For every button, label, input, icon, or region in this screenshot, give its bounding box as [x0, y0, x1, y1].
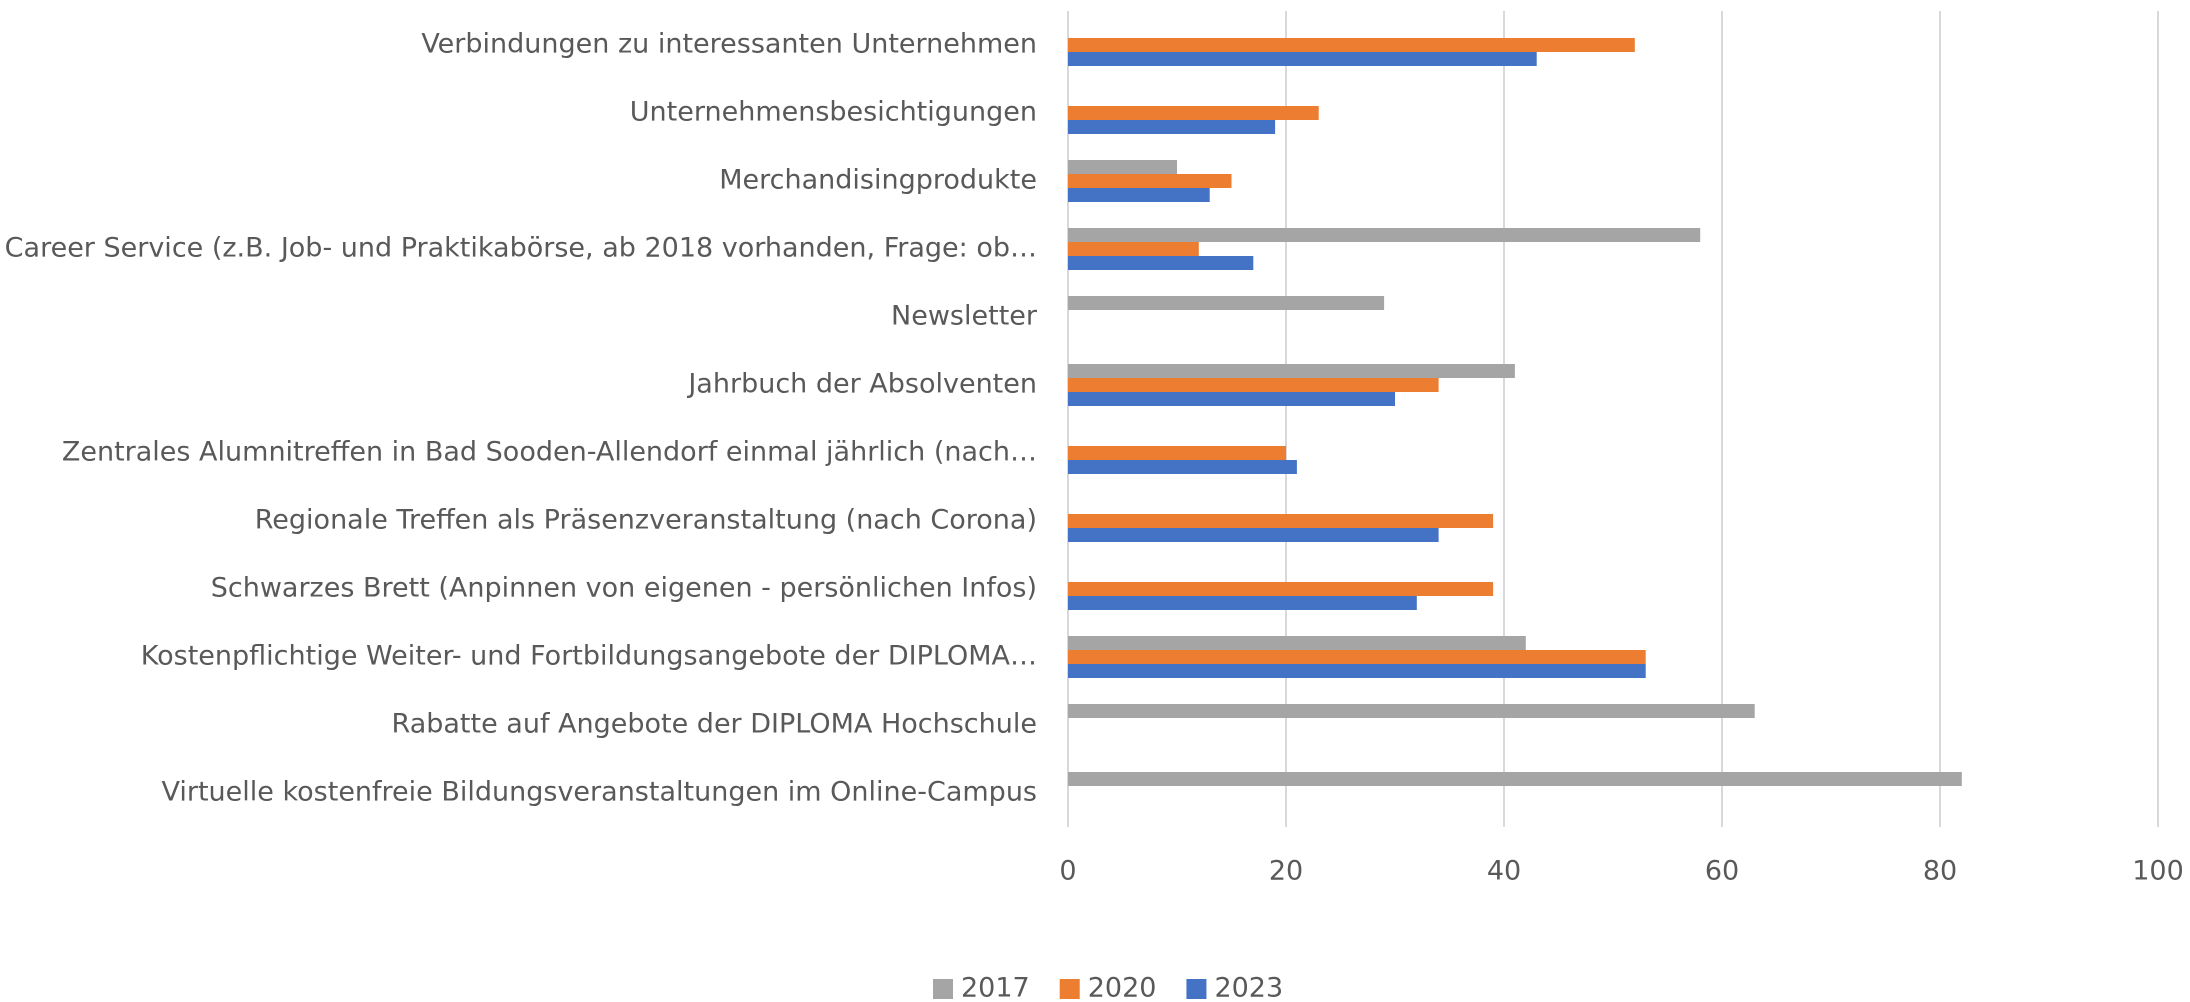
- x-tick-label: 0: [1059, 856, 1076, 887]
- y-tick-label: Merchandisingprodukte: [719, 165, 1037, 196]
- bar: [1068, 228, 1701, 242]
- bar: [1068, 772, 1962, 786]
- legend-label: 2023: [1214, 973, 1283, 1002]
- legend-label: 2017: [961, 973, 1030, 1002]
- y-tick-label: Newsletter: [891, 301, 1038, 332]
- bar: [1068, 596, 1417, 610]
- legend-swatch: [933, 979, 953, 999]
- bar: [1068, 636, 1526, 650]
- legend-swatch: [1059, 979, 1080, 999]
- bar: [1068, 650, 1646, 664]
- y-tick-label: Schwarzes Brett (Anpinnen von eigenen - …: [211, 573, 1037, 604]
- bar: [1068, 52, 1537, 66]
- y-tick-label: Virtuelle kostenfreie Bildungsveranstalt…: [161, 777, 1037, 808]
- bar: [1068, 106, 1319, 120]
- y-tick-label: Career Service (z.B. Job- und Praktikabö…: [5, 233, 1037, 264]
- bar: [1068, 528, 1439, 542]
- bar: [1068, 582, 1494, 596]
- bar: [1068, 174, 1232, 188]
- legend-label: 2020: [1088, 973, 1157, 1002]
- bar: [1068, 38, 1635, 52]
- y-tick-label: Jahrbuch der Absolventen: [686, 369, 1037, 400]
- bar: [1068, 160, 1177, 174]
- bar: [1068, 460, 1297, 474]
- bar: [1068, 446, 1286, 460]
- bar: [1068, 704, 1755, 718]
- x-tick-label: 100: [2132, 856, 2184, 887]
- bar: [1068, 256, 1254, 270]
- bar: [1068, 188, 1210, 202]
- y-tick-label: Rabatte auf Angebote der DIPLOMA Hochsch…: [392, 709, 1037, 740]
- bar: [1068, 242, 1199, 256]
- bar: [1068, 378, 1439, 392]
- y-tick-label: Verbindungen zu interessanten Unternehme…: [421, 29, 1037, 60]
- y-tick-label: Zentrales Alumnitreffen in Bad Sooden-Al…: [62, 437, 1037, 468]
- x-tick-label: 40: [1487, 856, 1521, 887]
- x-tick-label: 60: [1705, 856, 1739, 887]
- x-tick-label: 20: [1269, 856, 1303, 887]
- bar: [1068, 664, 1646, 678]
- y-tick-label: Kostenpflichtige Weiter- und Fortbildung…: [141, 641, 1037, 672]
- bar: [1068, 120, 1276, 134]
- bar: [1068, 392, 1395, 406]
- bar: [1068, 364, 1515, 378]
- y-tick-label: Unternehmensbesichtigungen: [630, 97, 1037, 128]
- y-tick-label: Regionale Treffen als Präsenzveranstaltu…: [255, 505, 1037, 536]
- x-tick-label: 80: [1923, 856, 1957, 887]
- legend-swatch: [1186, 979, 1207, 999]
- bar: [1068, 514, 1494, 528]
- bar: [1068, 296, 1385, 310]
